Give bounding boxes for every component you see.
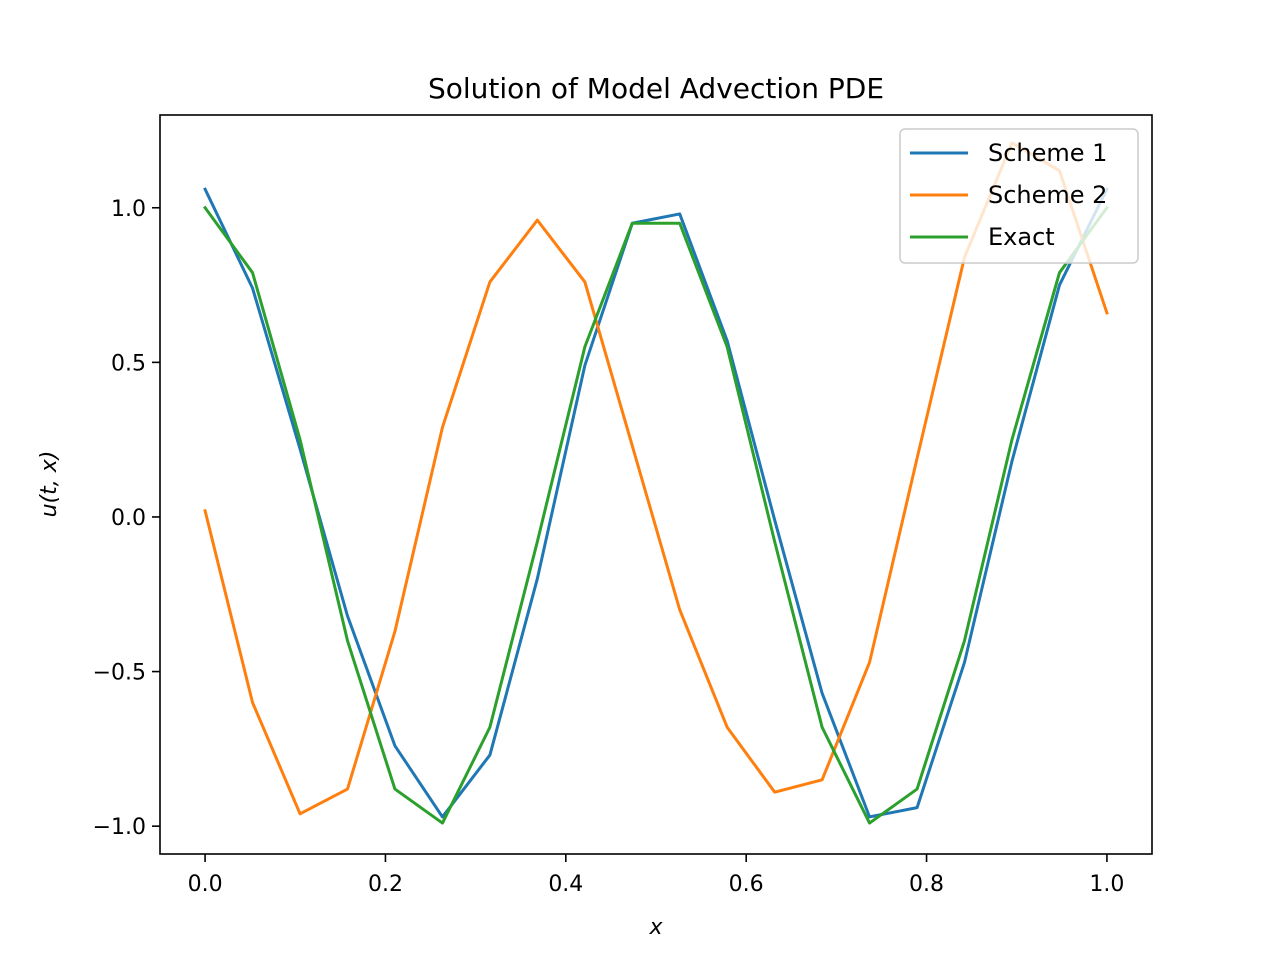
legend: Scheme 1 Scheme 2 Exact	[899, 128, 1139, 264]
axes-frame	[159, 114, 1153, 855]
x-tick-label: 0.6	[729, 872, 764, 897]
y-axis: −1.0 −0.5 0.0 0.5 1.0	[93, 197, 160, 840]
y-tick-label: 0.0	[111, 506, 146, 531]
series-line-scheme-2	[203, 141, 1109, 816]
y-tick-label: −1.0	[93, 815, 146, 840]
y-axis-label: u(t, x)	[37, 451, 62, 518]
legend-items: Scheme 1 Scheme 2 Exact	[910, 139, 1107, 251]
x-tick-label: 0.2	[368, 872, 403, 897]
plot-area	[159, 114, 1153, 855]
legend-box	[899, 128, 1139, 264]
legend-label-scheme-2: Scheme 2	[988, 181, 1107, 209]
x-axis: 0.0 0.2 0.4 0.6 0.8 1.0	[188, 854, 1124, 897]
x-axis-label: x	[648, 915, 663, 940]
x-tick-label: 0.4	[548, 872, 583, 897]
series-layer	[202, 141, 1110, 825]
x-tick-label: 0.8	[909, 872, 944, 897]
series-line-scheme-1	[203, 187, 1109, 819]
legend-label-scheme-1: Scheme 1	[988, 139, 1107, 167]
chart-title: Solution of Model Advection PDE	[428, 72, 884, 105]
y-tick-label: −0.5	[93, 661, 146, 686]
x-tick-label: 0.0	[188, 872, 223, 897]
y-tick-label: 0.5	[111, 351, 146, 376]
y-tick-label: 1.0	[111, 197, 146, 222]
x-tick-label: 1.0	[1089, 872, 1124, 897]
series-line-exact	[202, 205, 1110, 825]
legend-label-exact: Exact	[988, 223, 1055, 251]
